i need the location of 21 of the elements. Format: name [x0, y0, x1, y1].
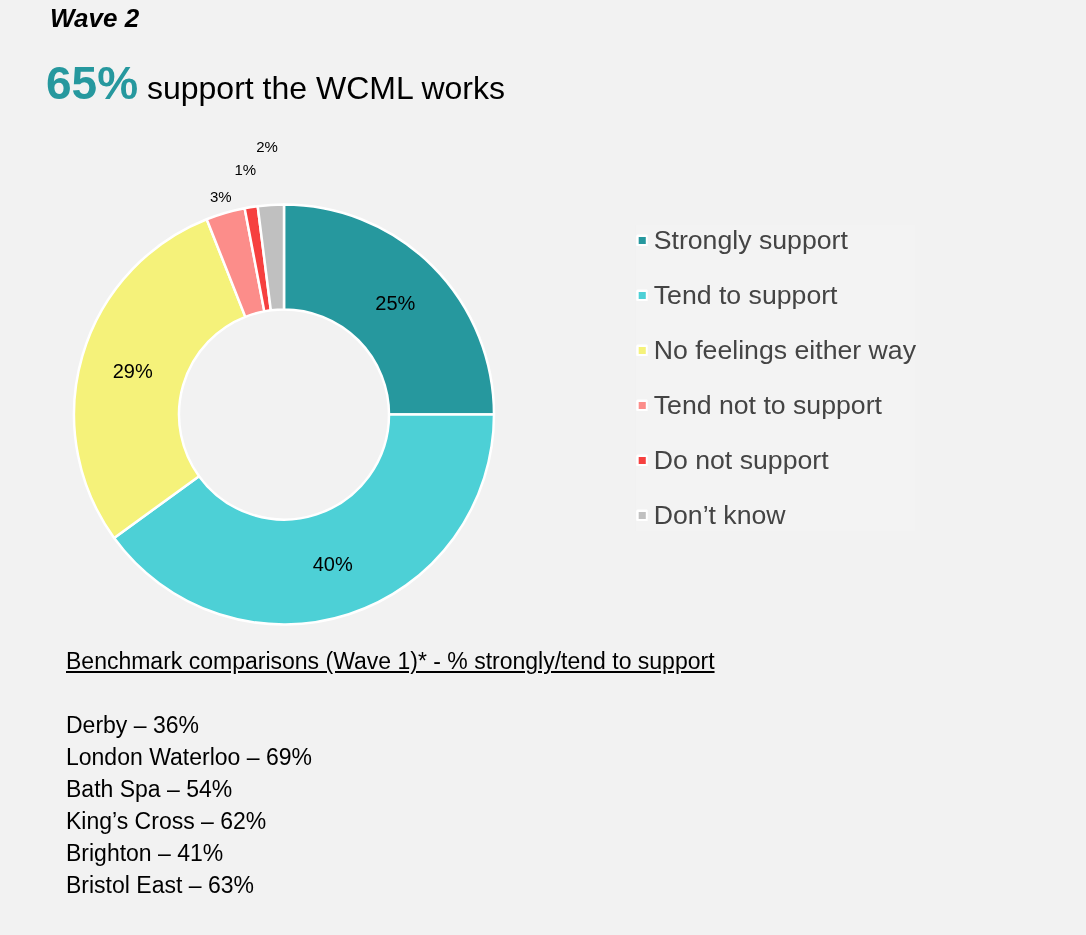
data-label: 40%: [312, 553, 353, 576]
text: Bath Spa – 54%: [66, 775, 234, 804]
text: Benchmark comparisons (Wave 1)* - % strongly/tend to support: [66, 647, 715, 676]
text: London Waterloo – 69%: [66, 743, 313, 772]
legend-label: Tend to support: [653, 279, 838, 311]
data-label: 2%: [256, 137, 278, 155]
data-label: 25%: [375, 292, 416, 315]
data-label: 29%: [112, 359, 153, 382]
text: Derby – 36%: [66, 711, 200, 740]
data-label: 3%: [209, 188, 232, 206]
text: Brighton – 41%: [66, 839, 225, 868]
legend-label: Don’t know: [653, 499, 786, 531]
chart-subtitle: 65% support the WCML works: [46, 56, 505, 112]
chart-title: Wave 2: [50, 2, 141, 35]
legend-label: Strongly support: [653, 224, 848, 256]
legend-label: Do not support: [653, 444, 829, 476]
text: Bristol East – 63%: [66, 871, 255, 900]
text: King’s Cross – 62%: [66, 807, 268, 836]
legend-label: No feelings either way: [653, 334, 916, 366]
data-label: 1%: [234, 161, 257, 179]
legend-label: Tend not to support: [653, 389, 882, 421]
